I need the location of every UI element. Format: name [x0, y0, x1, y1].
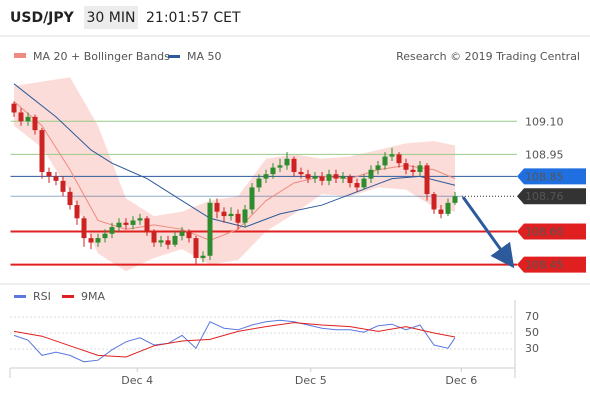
credit: Research © 2019 Trading Central [396, 50, 580, 63]
ma-line [13, 83, 456, 228]
legend-label: MA 50 [187, 50, 222, 63]
x-tick-label: Dec 6 [445, 374, 477, 387]
forecast-arrow [461, 196, 515, 269]
candle-body [81, 218, 87, 239]
candle-body [431, 194, 437, 210]
level-label: 109.10 [525, 115, 564, 128]
candle-body [214, 202, 220, 212]
candle-body [305, 174, 311, 179]
level-label-bg [517, 256, 586, 273]
candle-body [382, 156, 388, 166]
candle-body [60, 180, 66, 192]
legend-label: MA 20 + Bollinger Bands [33, 50, 170, 63]
candle-body [242, 209, 248, 223]
candle-body [361, 178, 367, 188]
candle-body [130, 220, 136, 225]
candle-body [151, 231, 157, 243]
candle-body [193, 238, 199, 258]
candle-body [277, 165, 283, 168]
candle-body [158, 240, 164, 243]
legend-label: 9MA [81, 290, 105, 303]
candle-body [88, 238, 94, 243]
candle-body [452, 196, 458, 203]
candle-body [340, 176, 346, 179]
candle-body [221, 211, 227, 217]
candle-body [249, 187, 255, 210]
level-label: 108.85 [525, 170, 564, 183]
legend-swatch [14, 53, 26, 58]
y-tick-label: 70 [525, 310, 539, 323]
candle-body [228, 213, 234, 217]
y-tick-label: 50 [525, 326, 539, 339]
candle-body [298, 171, 304, 175]
candle-body [291, 158, 297, 172]
symbol: USD/JPY [10, 10, 75, 26]
candle-body [172, 235, 178, 245]
level-label-bg [517, 188, 586, 205]
candle-body [116, 222, 122, 228]
legend-swatch [62, 295, 74, 298]
candle-body [333, 174, 339, 179]
candle-body [256, 178, 262, 188]
level-label: 108.60 [525, 226, 564, 239]
candle-body [123, 222, 129, 225]
candle-body [32, 116, 38, 131]
candle-body [95, 238, 101, 243]
x-tick-label: Dec 5 [295, 374, 327, 387]
level-label-bg [517, 223, 586, 240]
candle-body [25, 116, 31, 122]
candle-body [319, 176, 325, 181]
candle-body [424, 165, 430, 195]
candle-body [235, 213, 241, 223]
candle-body [263, 174, 269, 179]
candle-body [102, 233, 108, 239]
candle-body [347, 176, 353, 184]
candle-body [144, 218, 150, 232]
candle-body [53, 176, 59, 181]
candle-body [165, 240, 171, 245]
candle-body [207, 202, 213, 256]
level-label: 108.95 [525, 148, 564, 161]
candle-body [67, 191, 73, 206]
y-tick-label: 30 [525, 342, 539, 355]
candle-body [46, 171, 52, 177]
candle-body [270, 167, 276, 175]
legend-label: RSI [33, 290, 51, 303]
candle-body [18, 112, 24, 122]
level-label-bg [517, 168, 586, 185]
legend-swatch [14, 295, 26, 298]
candle-body [410, 169, 416, 172]
indicator-line [13, 322, 456, 358]
candle-body [284, 158, 290, 166]
candle-body [186, 231, 192, 239]
candle-body [74, 205, 80, 219]
candle-body [375, 165, 381, 170]
candle-body [137, 218, 143, 221]
candle-body [39, 130, 45, 172]
x-tick-label: Dec 4 [121, 374, 153, 387]
candle-body [179, 231, 185, 236]
interval: 30 MIN [87, 10, 136, 26]
level-label: 108.76 [525, 190, 564, 203]
candle-body [403, 163, 409, 170]
candle-body [11, 103, 17, 113]
candle-body [368, 169, 374, 179]
interval-box [84, 6, 138, 29]
candle-body [109, 227, 115, 234]
indicator-line [13, 319, 456, 363]
candle-body [438, 209, 444, 214]
candle-body [396, 154, 402, 164]
candle-body [354, 183, 360, 188]
candle-body [445, 202, 451, 214]
candle-body [200, 255, 206, 258]
level-label: 108.45 [525, 259, 564, 272]
legend-swatch [168, 55, 180, 58]
candle-body [326, 174, 332, 181]
candle-body [312, 176, 318, 179]
candle-body [389, 154, 395, 157]
time: 21:01:57 CET [146, 10, 241, 26]
candle-body [417, 165, 423, 172]
